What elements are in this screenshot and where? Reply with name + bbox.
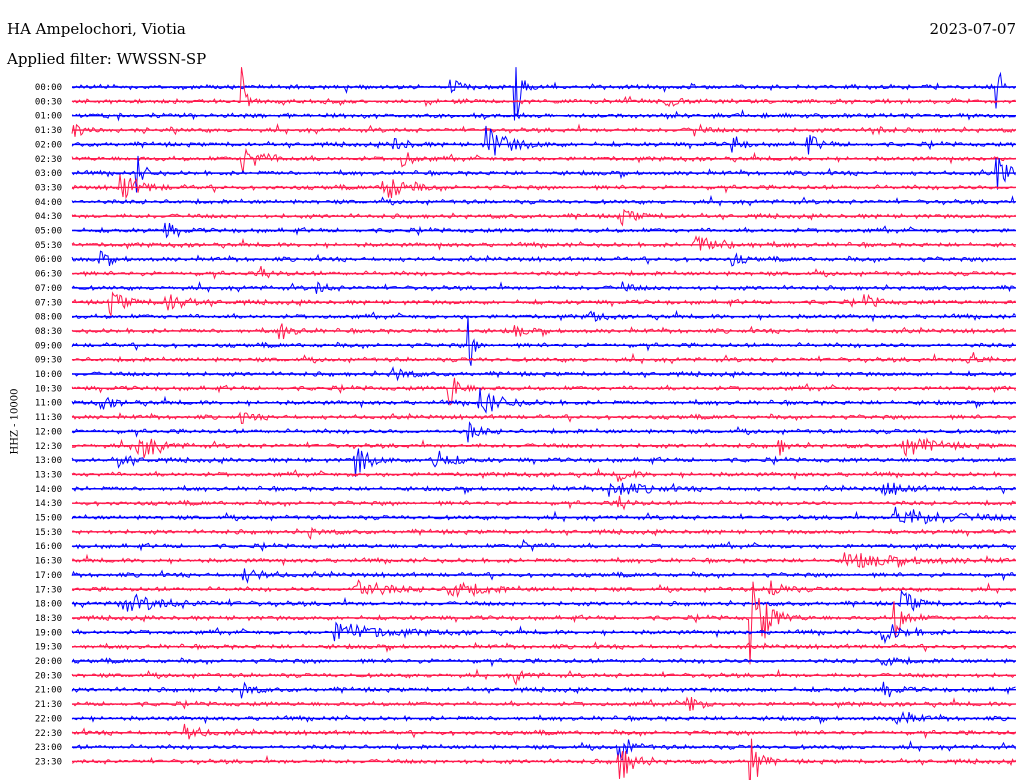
row-label-0230: 02:30: [35, 155, 62, 165]
trace-1100: [71, 387, 1016, 414]
row-label-0700: 07:00: [35, 284, 62, 294]
trace-1230: [71, 437, 1016, 459]
trace-1900: [71, 621, 1016, 645]
row-label-0400: 04:00: [35, 198, 62, 208]
row-label-2100: 21:00: [35, 686, 62, 696]
row-label-0600: 06:00: [35, 255, 62, 265]
row-label-0430: 04:30: [35, 212, 62, 222]
trace-1730: [71, 579, 1016, 598]
trace-1300: [71, 448, 1016, 477]
row-label-1430: 14:30: [35, 499, 62, 509]
trace-0330: [71, 174, 1016, 200]
row-label-1300: 13:00: [35, 456, 62, 466]
row-label-0100: 01:00: [35, 112, 62, 122]
trace-0730: [71, 291, 1016, 316]
trace-0430: [71, 208, 1016, 227]
row-label-1630: 16:30: [35, 557, 62, 567]
row-label-0630: 06:30: [35, 270, 62, 280]
trace-0530: [71, 235, 1016, 251]
trace-2330: [71, 738, 1016, 780]
trace-1530: [71, 526, 1016, 540]
row-label-2200: 22:00: [35, 714, 62, 724]
trace-0400: [71, 194, 1016, 207]
station-title: HA Ampelochori, Viotia: [7, 20, 186, 38]
row-label-2300: 23:00: [35, 743, 62, 753]
trace-2030: [71, 668, 1016, 686]
row-label-1330: 13:30: [35, 470, 62, 480]
row-label-0500: 05:00: [35, 227, 62, 237]
row-label-0330: 03:30: [35, 183, 62, 193]
row-label-0930: 09:30: [35, 356, 62, 366]
trace-0000: [71, 67, 1016, 121]
row-label-1100: 11:00: [35, 399, 62, 409]
row-label-1530: 15:30: [35, 528, 62, 538]
trace-1000: [71, 366, 1016, 382]
row-label-1230: 12:30: [35, 442, 62, 452]
trace-0130: [71, 123, 1016, 137]
row-label-0300: 03:00: [35, 169, 62, 179]
trace-1330: [71, 467, 1016, 482]
trace-1200: [71, 421, 1016, 443]
row-label-2000: 20:00: [35, 657, 62, 667]
row-label-1730: 17:30: [35, 585, 62, 595]
row-label-1500: 15:00: [35, 514, 62, 524]
trace-2230: [71, 723, 1016, 740]
trace-group: [71, 67, 1016, 780]
trace-1430: [71, 495, 1016, 511]
row-label-0000: 00:00: [35, 83, 62, 93]
row-label-0130: 01:30: [35, 126, 62, 136]
trace-1600: [71, 538, 1016, 553]
trace-1800: [71, 589, 1016, 612]
trace-1130: [71, 411, 1016, 425]
row-label-0900: 09:00: [35, 341, 62, 351]
row-label-1130: 11:30: [35, 413, 62, 423]
trace-2000: [71, 655, 1016, 668]
trace-1830: [71, 581, 1016, 665]
row-label-0530: 05:30: [35, 241, 62, 251]
row-label-1900: 19:00: [35, 628, 62, 638]
trace-0930: [71, 352, 1016, 365]
row-label-1930: 19:30: [35, 643, 62, 653]
trace-0630: [71, 265, 1016, 280]
trace-0230: [71, 147, 1016, 174]
trace-1030: [71, 377, 1016, 406]
trace-1400: [71, 482, 1016, 497]
row-label-2030: 20:30: [35, 671, 62, 681]
trace-0900: [71, 315, 1016, 366]
row-label-2230: 22:30: [35, 729, 62, 739]
trace-1500: [71, 506, 1016, 525]
row-label-2130: 21:30: [35, 700, 62, 710]
row-label-1400: 14:00: [35, 485, 62, 495]
row-label-1700: 17:00: [35, 571, 62, 581]
row-label-0730: 07:30: [35, 298, 62, 308]
row-label-0030: 00:30: [35, 97, 62, 107]
date-label: 2023-07-07: [929, 20, 1016, 38]
trace-2300: [71, 739, 1016, 761]
filter-label: Applied filter: WWSSN-SP: [7, 50, 207, 68]
row-label-0800: 08:00: [35, 313, 62, 323]
time-label-group: 00:00 00:30 01:00 01:30 02:00 02:30 03:00 03:30…: [35, 83, 62, 767]
row-label-1600: 16:00: [35, 542, 62, 552]
row-label-0200: 02:00: [35, 140, 62, 150]
row-label-1800: 18:00: [35, 600, 62, 610]
row-label-1000: 10:00: [35, 370, 62, 380]
row-label-0830: 08:30: [35, 327, 62, 337]
row-label-1030: 10:30: [35, 384, 62, 394]
row-label-1830: 18:30: [35, 614, 62, 624]
row-label-2330: 23:30: [35, 757, 62, 767]
row-label-1200: 12:00: [35, 427, 62, 437]
